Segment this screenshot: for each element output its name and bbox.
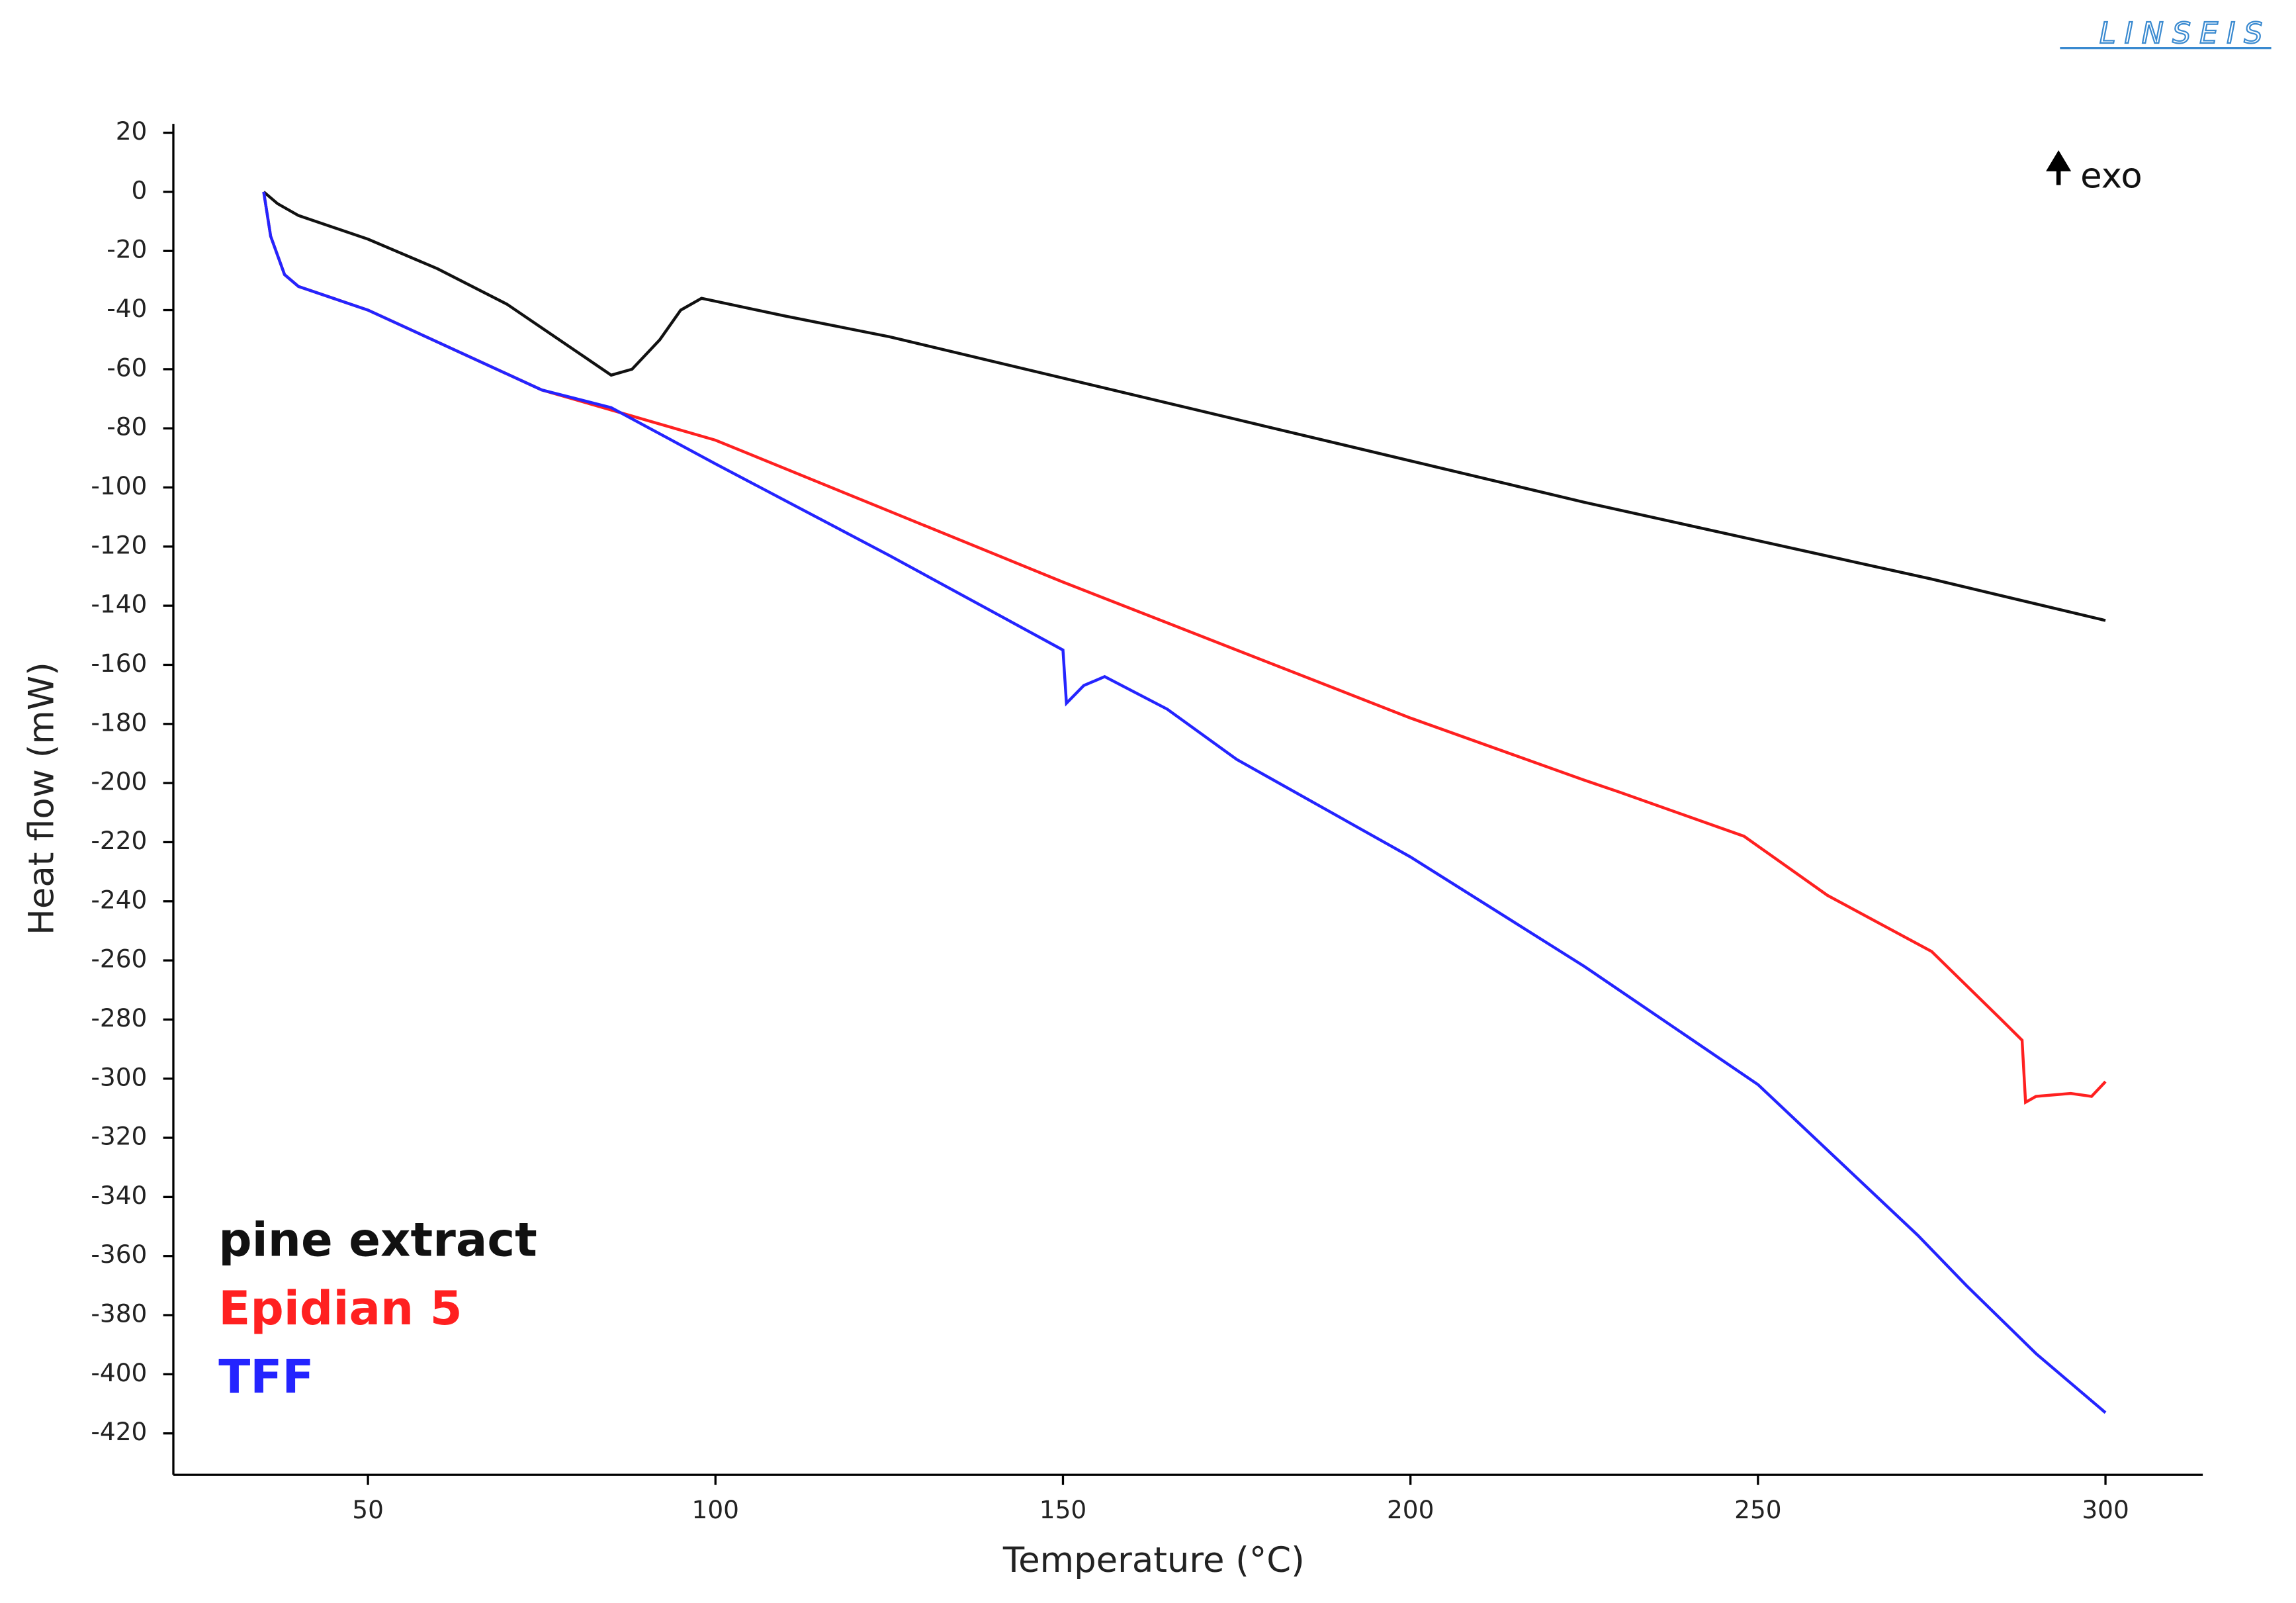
series-line (262, 191, 2107, 1105)
series-line (262, 191, 2107, 1414)
x-tick-label: 100 (692, 1495, 739, 1524)
legend-label: Epidian 5 (218, 1281, 462, 1336)
y-tick-label: -340 (91, 1181, 147, 1210)
y-tick-label: -300 (91, 1062, 147, 1091)
y-tick-label: -200 (91, 767, 147, 796)
x-tick-label: 150 (1039, 1495, 1086, 1524)
series-line (263, 191, 2106, 622)
x-tick-label: 50 (352, 1495, 384, 1524)
x-tick-label: 200 (1387, 1495, 1434, 1524)
y-tick-label: -80 (107, 412, 147, 441)
y-tick-label: -360 (91, 1240, 147, 1269)
legend-label: TFF (218, 1350, 314, 1404)
y-axis-title: Heat flow (mW) (22, 662, 62, 935)
logo: LINSEIS (2099, 17, 2272, 50)
y-tick-label: -40 (107, 294, 147, 323)
y-tick-label: -220 (91, 826, 147, 855)
legend-label: pine extract (218, 1213, 537, 1267)
y-tick-label: -260 (91, 944, 147, 974)
y-tick-label: -380 (91, 1299, 147, 1328)
y-tick-label: 0 (132, 175, 148, 205)
x-tick-label: 250 (1734, 1495, 1781, 1524)
x-axis-title: Temperature (°C) (1002, 1540, 1305, 1580)
y-tick-label: -180 (91, 708, 147, 737)
y-tick-label: -120 (91, 530, 147, 559)
y-tick-label: -160 (91, 649, 147, 678)
x-tick-label: 300 (2082, 1495, 2129, 1524)
y-tick-label: -240 (91, 885, 147, 914)
y-tick-label: -20 (107, 235, 147, 264)
y-tick-label: -100 (91, 471, 147, 500)
y-tick-label: -60 (107, 353, 147, 382)
exo-arrow (2046, 150, 2072, 185)
y-tick-label: -420 (91, 1417, 147, 1446)
y-tick-label: -280 (91, 1003, 147, 1032)
annotation: exo (2080, 156, 2142, 196)
y-tick-label: -320 (91, 1122, 147, 1151)
y-tick-label: -400 (91, 1358, 147, 1387)
y-tick-label: 20 (116, 116, 148, 146)
y-tick-label: -140 (91, 590, 147, 619)
